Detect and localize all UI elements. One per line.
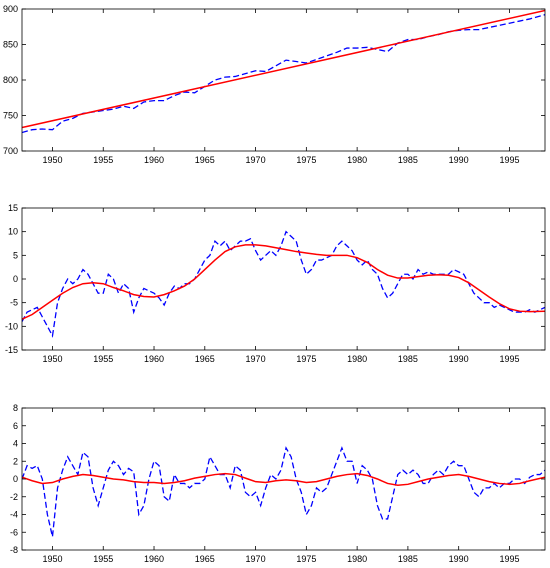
- series-line-dashed-blue: [22, 230, 545, 338]
- plot-frame: [21, 407, 546, 551]
- y-tick-label: -4: [10, 510, 18, 520]
- x-tick-label: 1985: [398, 155, 418, 165]
- series-line-solid-red: [22, 472, 545, 486]
- y-tick-label: 4: [13, 439, 18, 449]
- x-tick-label: 1965: [195, 554, 215, 564]
- x-tick-label: 1985: [398, 554, 418, 564]
- y-tick-label: 0: [13, 474, 18, 484]
- chart-panel-top: 1950 1955 1960 1965 1970 1975 1980 1985 1990 1995…: [3, 4, 546, 165]
- chart-panel-bottom: 1950 1955 1960 1965 1970 1975 1980 1985 1990 1995…: [10, 403, 546, 564]
- y-tick-label: 750: [3, 111, 18, 121]
- plot-frame: [21, 207, 546, 351]
- y-tick-label: 900: [3, 4, 18, 14]
- y-tick-label: -8: [10, 545, 18, 555]
- x-tick-label: 1970: [246, 155, 266, 165]
- y-tick-label: 6: [13, 421, 18, 431]
- x-tick-label: 1980: [347, 554, 367, 564]
- x-tick-label: 1970: [246, 554, 266, 564]
- x-tick-label: 1975: [296, 354, 316, 364]
- x-tick-label: 1965: [195, 155, 215, 165]
- x-tick-label: 1955: [93, 554, 113, 564]
- y-tick-label: 850: [3, 40, 18, 50]
- x-tick-label: 1990: [449, 354, 469, 364]
- x-tick-label: 1955: [93, 354, 113, 364]
- y-tick-label: 8: [13, 403, 18, 413]
- x-tick-label: 1985: [398, 354, 418, 364]
- y-tick-label: 15: [8, 203, 18, 213]
- y-tick-label: -10: [5, 321, 18, 331]
- x-tick-label: 1990: [449, 155, 469, 165]
- y-tick-label: -5: [10, 298, 18, 308]
- x-tick-label: 1955: [93, 155, 113, 165]
- y-tick-label: 2: [13, 456, 18, 466]
- x-tick-label: 1975: [296, 554, 316, 564]
- y-tick-label: 700: [3, 146, 18, 156]
- x-tick-label: 1965: [195, 354, 215, 364]
- x-tick-label: 1950: [42, 354, 62, 364]
- y-tick-label: 5: [13, 250, 18, 260]
- x-tick-label: 1995: [499, 554, 519, 564]
- x-tick-label: 1995: [499, 155, 519, 165]
- y-tick-label: -2: [10, 492, 18, 502]
- y-tick-label: 800: [3, 75, 18, 85]
- x-tick-label: 1990: [449, 554, 469, 564]
- x-tick-label: 1995: [499, 354, 519, 364]
- x-tick-label: 1960: [144, 155, 164, 165]
- y-tick-label: -15: [5, 345, 18, 355]
- series-line-dashed-blue: [22, 14, 545, 134]
- x-tick-label: 1950: [42, 554, 62, 564]
- x-tick-label: 1980: [347, 155, 367, 165]
- series-line-solid-red: [22, 244, 545, 320]
- x-tick-label: 1980: [347, 354, 367, 364]
- x-tick-label: 1970: [246, 354, 266, 364]
- y-tick-label: 10: [8, 227, 18, 237]
- x-tick-label: 1950: [42, 155, 62, 165]
- series-line-dashed-blue: [22, 446, 545, 537]
- x-tick-label: 1975: [296, 155, 316, 165]
- y-tick-label: -6: [10, 527, 18, 537]
- chart-panel-middle: 1950 1955 1960 1965 1970 1975 1980 1985 1990 1995…: [5, 203, 546, 364]
- x-tick-label: 1960: [144, 554, 164, 564]
- y-tick-label: 0: [13, 274, 18, 284]
- series-line-solid-red: [22, 9, 545, 129]
- x-tick-label: 1960: [144, 354, 164, 364]
